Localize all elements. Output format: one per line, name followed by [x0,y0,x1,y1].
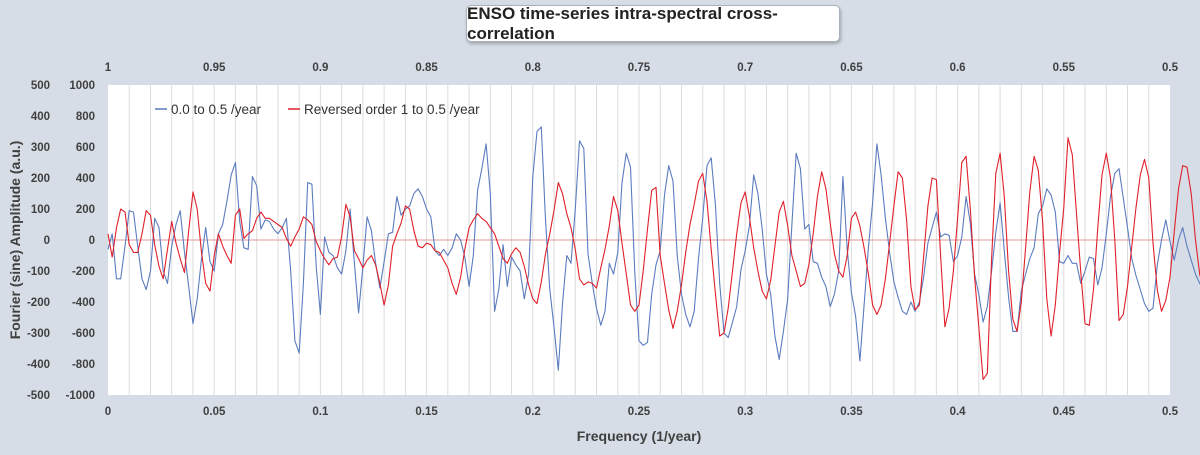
x-tick-label: 0.3 [737,406,753,418]
top-x-tick-label: 0.7 [737,62,753,74]
y-tick-label: 0 [89,235,95,247]
top-x-tick-label: 0.5 [1162,62,1179,74]
y-tick-label: -600 [72,328,95,340]
top-x-tick-label: 0.85 [415,62,438,74]
legend: 0.0 to 0.5 /year Reversed order 1 to 0.5… [155,102,480,117]
outer-y-tick-label: 0 [44,235,50,247]
top-x-tick-label: 0.75 [628,62,651,74]
top-x-tick-label: 0.8 [525,62,542,74]
y-tick-label: -200 [72,266,95,278]
outer-y-tick-label: 200 [31,173,50,185]
outer-y-tick-label: -300 [27,328,50,340]
x-tick-label: 0.25 [628,406,651,418]
y-tick-label: -800 [72,359,95,371]
legend-label-series-2: Reversed order 1 to 0.5 /year [304,102,480,117]
outer-y-tick-label: 100 [31,204,50,216]
top-x-tick-label: 0.6 [950,62,966,74]
chart-title: ENSO time-series intra-spectral cross-co… [466,4,840,43]
x-tick-label: 0.5 [1162,406,1179,418]
y-tick-label: 600 [76,142,95,154]
y-tick-label: -1000 [66,390,95,402]
x-tick-label: 0.4 [950,406,967,418]
x-tick-label: 0.35 [840,406,863,418]
outer-y-tick-label: -400 [27,359,50,371]
top-x-tick-label: 0.95 [203,62,226,74]
y-tick-label: 200 [76,204,95,216]
outer-y-tick-label: -500 [27,390,50,402]
x-tick-label: 0.2 [525,406,541,418]
y-axis-title: Fourier (sine) Amplitude (a.u.) [7,141,23,340]
y-tick-label: 1000 [69,80,95,92]
x-tick-label: 0.05 [203,406,226,418]
y-tick-label: 400 [76,173,95,185]
x-tick-label: 0.1 [312,406,329,418]
x-tick-label: 0.45 [1053,406,1076,418]
outer-y-tick-label: -100 [27,266,50,278]
top-x-tick-label: 0.9 [312,62,328,74]
x-tick-label: 0 [105,406,111,418]
y-tick-label: 800 [76,111,95,123]
series-line-2 [107,137,1200,381]
x-axis-title: Frequency (1/year) [577,428,702,444]
top-x-tick-label: 0.65 [840,62,863,74]
y-tick-label: -400 [72,297,95,309]
outer-y-tick-label: 400 [31,111,50,123]
top-x-tick-label: 1 [105,62,112,74]
outer-y-tick-label: 500 [31,80,50,92]
tick-layer: 0 0.05 0.1 0.15 0.2 0.25 0.3 0.35 0.4 0.45 0.5 1 0.9… [27,62,1179,418]
top-x-tick-label: 0.55 [1053,62,1076,74]
x-tick-label: 0.15 [415,406,438,418]
series-layer [107,126,1200,381]
legend-label-series-1: 0.0 to 0.5 /year [171,102,262,117]
outer-y-tick-label: 300 [31,142,50,154]
outer-y-tick-label: -200 [27,297,50,309]
